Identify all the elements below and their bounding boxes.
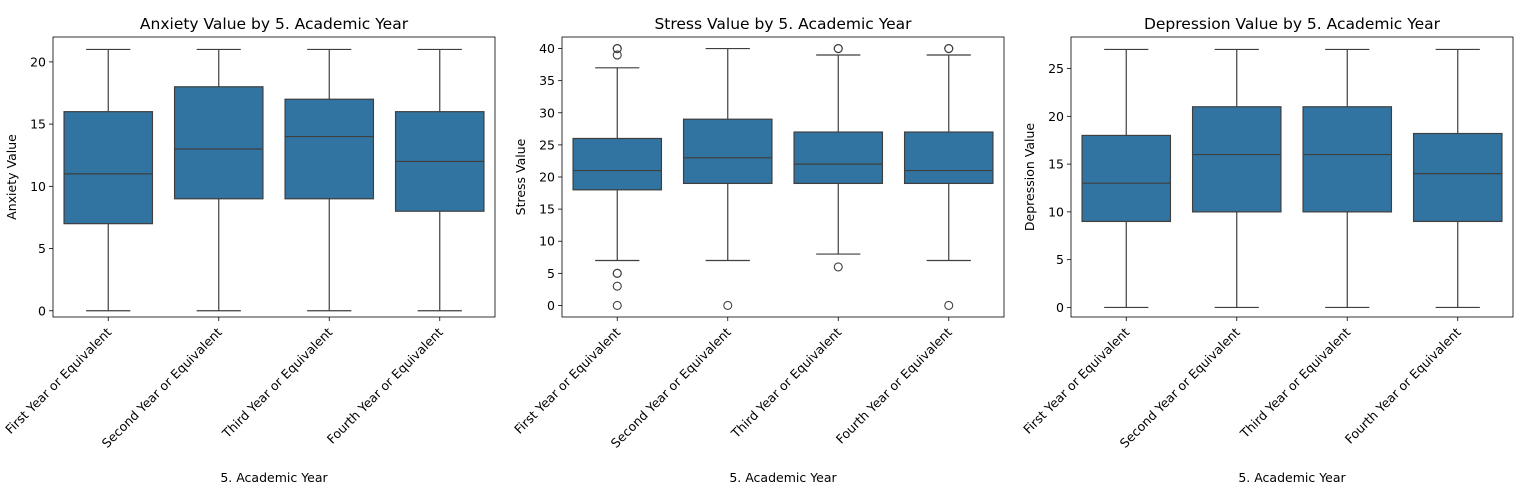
y-axis-label: Depression Value	[1022, 123, 1037, 231]
x-axis-label: 5. Academic Year	[220, 470, 328, 485]
plot-frame	[1070, 36, 1514, 318]
y-tick-label: 5	[547, 266, 555, 281]
x-tick-label: Third Year or Equivalent	[727, 324, 844, 441]
y-axis-label: Stress Value	[513, 138, 528, 215]
x-tick-label: Fourth Year or Equivalent	[1342, 324, 1464, 446]
iqr-box	[1081, 134, 1172, 223]
y-axis-label: Anxiety Value	[4, 134, 19, 220]
outlier-point	[833, 262, 843, 272]
box-3	[1302, 48, 1393, 309]
y-tick-label: 25	[1048, 61, 1064, 76]
x-tick-label: First Year or Equivalent	[511, 324, 623, 436]
chart-panel-2: Stress Value by 5. Academic Year Stress V…	[511, 15, 1005, 485]
y-tick-label: 15	[539, 202, 555, 217]
y-tick-label: 5	[38, 241, 46, 256]
x-tick-label: Second Year or Equivalent	[1117, 324, 1243, 450]
y-tick-label: 0	[1056, 300, 1064, 315]
outlier-point	[833, 44, 843, 54]
outlier-point	[612, 50, 622, 60]
box-4	[394, 48, 485, 312]
chart-panel-1: Anxiety Value by 5. Academic Year Anxiety…	[2, 15, 496, 485]
chart-title: Anxiety Value by 5. Academic Year	[140, 15, 409, 33]
chart-title: Stress Value by 5. Academic Year	[654, 15, 912, 33]
box-2	[682, 47, 773, 310]
iqr-box	[572, 137, 663, 191]
plot-frame	[561, 36, 1005, 318]
iqr-box	[682, 118, 773, 185]
outlier-point	[612, 44, 622, 54]
outlier-point	[944, 44, 954, 54]
chart-panel-3: Depression Value by 5. Academic Year Depr…	[1020, 15, 1514, 485]
y-tick-label: 10	[30, 179, 46, 194]
box-2	[1191, 48, 1282, 309]
box-1	[572, 44, 663, 310]
iqr-box	[1191, 106, 1282, 213]
plot-frame	[52, 36, 496, 318]
x-tick-label: Second Year or Equivalent	[99, 324, 225, 450]
x-tick-label: First Year or Equivalent	[1020, 324, 1132, 436]
box-2	[173, 48, 264, 312]
box-3	[793, 44, 884, 272]
y-tick-label: 35	[539, 73, 555, 88]
outlier-point	[612, 300, 622, 310]
iqr-box	[173, 86, 264, 200]
iqr-box	[903, 131, 994, 185]
iqr-box	[63, 111, 154, 225]
box-4	[903, 44, 994, 310]
outlier-point	[723, 300, 733, 310]
outlier-point	[612, 281, 622, 291]
x-tick-label: Fourth Year or Equivalent	[833, 324, 955, 446]
iqr-box	[1412, 132, 1503, 223]
x-tick-label: First Year or Equivalent	[2, 324, 114, 436]
y-tick-label: 15	[30, 117, 46, 132]
y-tick-label: 0	[38, 303, 46, 318]
y-tick-label: 20	[1048, 109, 1064, 124]
box-1	[1081, 48, 1172, 309]
iqr-box	[284, 98, 375, 200]
y-tick-label: 0	[547, 298, 555, 313]
y-tick-label: 25	[539, 137, 555, 152]
y-tick-label: 10	[539, 234, 555, 249]
y-tick-label: 30	[539, 105, 555, 120]
y-tick-label: 20	[539, 170, 555, 185]
x-tick-label: Second Year or Equivalent	[608, 324, 734, 450]
box-4	[1412, 48, 1503, 309]
y-tick-label: 20	[30, 54, 46, 69]
iqr-box	[793, 131, 884, 185]
x-axis-label: 5. Academic Year	[729, 470, 837, 485]
box-3	[284, 48, 375, 312]
iqr-box	[1302, 106, 1393, 213]
box-1	[63, 48, 154, 312]
x-axis-label: 5. Academic Year	[1238, 470, 1346, 485]
x-tick-label: Third Year or Equivalent	[218, 324, 335, 441]
x-tick-label: Third Year or Equivalent	[1236, 324, 1353, 441]
y-tick-label: 15	[1048, 157, 1064, 172]
chart-title: Depression Value by 5. Academic Year	[1144, 15, 1441, 33]
outlier-point	[944, 300, 954, 310]
y-tick-label: 10	[1048, 204, 1064, 219]
outlier-point	[612, 268, 622, 278]
x-tick-label: Fourth Year or Equivalent	[324, 324, 446, 446]
y-tick-label: 5	[1056, 252, 1064, 267]
y-tick-label: 40	[539, 41, 555, 56]
